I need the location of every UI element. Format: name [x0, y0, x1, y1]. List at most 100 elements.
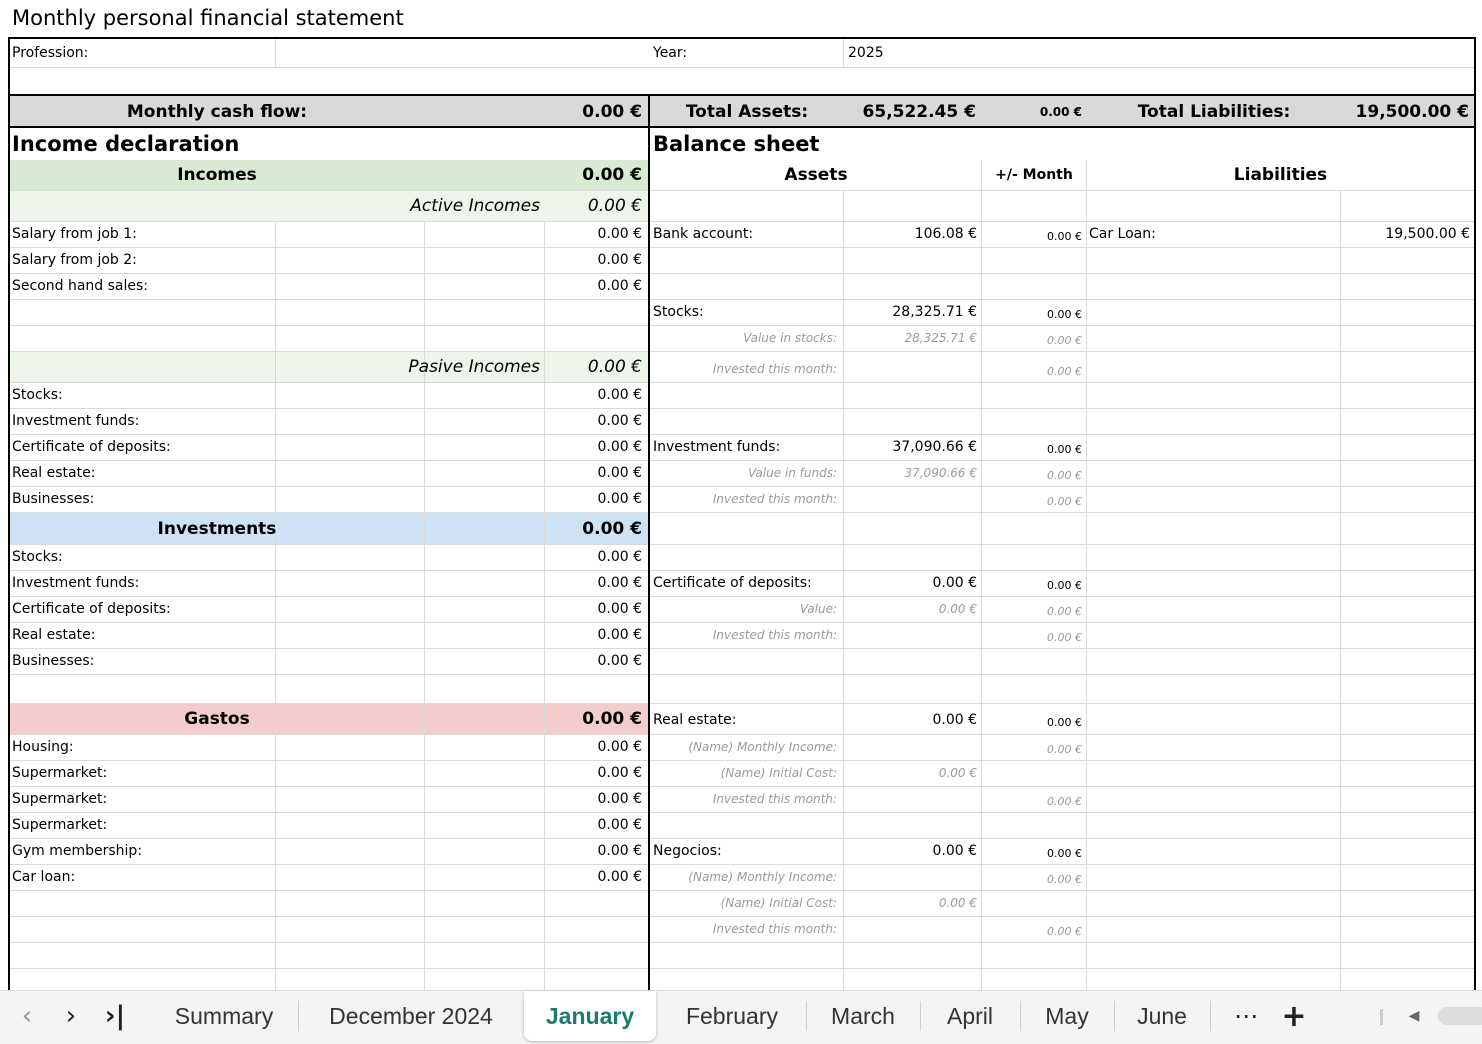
gridline	[9, 570, 648, 571]
gridline	[9, 674, 648, 675]
sheet-tab[interactable]: Summary	[174, 1002, 274, 1029]
tab-separator	[1020, 1001, 1021, 1031]
border-right	[1474, 37, 1476, 990]
investment-value[interactable]: 0.00 €	[597, 653, 642, 669]
monthly-cash-flow-label: Monthly cash flow:	[126, 101, 308, 122]
gridline	[9, 486, 648, 487]
gridline	[650, 622, 1476, 623]
gastos-item-label: Supermarket:	[12, 791, 108, 807]
active-incomes-total: 0.00 €	[587, 196, 642, 216]
gridline	[650, 325, 1476, 326]
investment-value[interactable]: 0.00 €	[597, 627, 642, 643]
investment-label: Businesses:	[12, 653, 95, 669]
scroll-left-icon[interactable]: ◀	[1408, 1008, 1420, 1024]
funds-asset-label: Investment funds:	[653, 439, 781, 455]
real_estate-asset-label: Real estate:	[653, 712, 737, 728]
gastos-item-value[interactable]: 0.00 €	[597, 843, 642, 859]
incomes-header-fill	[9, 160, 648, 190]
stocks-sub2-change: 0.00 €	[1047, 364, 1082, 378]
gastos-item-value[interactable]: 0.00 €	[597, 739, 642, 755]
add-sheet-icon[interactable]: +	[1281, 998, 1307, 1034]
investments-header-total: 0.00 €	[582, 518, 642, 539]
stocks-asset-value[interactable]: 28,325.71 €	[892, 304, 977, 320]
passive-income-label: Investment funds:	[12, 413, 140, 429]
funds-asset-value[interactable]: 37,090.66 €	[892, 439, 977, 455]
gastos-item-value[interactable]: 0.00 €	[597, 765, 642, 781]
total-assets-change: 0.00 €	[1039, 104, 1082, 119]
gastos-item-value[interactable]: 0.00 €	[597, 791, 642, 807]
gridline	[9, 221, 648, 222]
investment-label: Investment funds:	[12, 575, 140, 591]
negocios-sub-value: 0.00 €	[938, 896, 977, 910]
more-tabs-icon[interactable]: ⋯	[1234, 1002, 1258, 1030]
negocios-asset-value[interactable]: 0.00 €	[932, 843, 977, 859]
spreadsheet-grid: Monthly personal financial statement Prof…	[8, 6, 1476, 990]
gastos-header-total: 0.00 €	[582, 709, 642, 729]
investment-value[interactable]: 0.00 €	[597, 549, 642, 565]
sheet-tab[interactable]: April	[946, 1002, 993, 1029]
profession-input[interactable]	[276, 39, 648, 67]
gastos-item-value[interactable]: 0.00 €	[597, 817, 642, 833]
car-loan-value[interactable]: 19,500.00 €	[1385, 226, 1470, 242]
liabilities-header: Liabilities	[1233, 165, 1328, 185]
gridline	[981, 160, 982, 190]
negocios-sub-label: (Name) Monthly Income:	[688, 870, 837, 884]
cds-asset-label: Certificate of deposits:	[653, 575, 812, 591]
year-label: Year:	[653, 45, 688, 61]
tab-separator	[920, 1001, 921, 1031]
gridline	[650, 864, 1476, 865]
active-income-label: Salary from job 1:	[12, 226, 137, 242]
car-loan-label: Car Loan:	[1089, 226, 1156, 242]
passive-income-value[interactable]: 0.00 €	[597, 413, 642, 429]
sheet-tab[interactable]: February	[685, 1002, 779, 1029]
gridline	[650, 486, 1476, 487]
total-assets-label: Total Assets:	[685, 101, 809, 122]
bank-asset-value[interactable]: 106.08 €	[914, 226, 977, 242]
active-income-value[interactable]: 0.00 €	[597, 278, 642, 294]
sheet-tab[interactable]: December 2024	[329, 1002, 493, 1029]
gridline	[9, 512, 648, 513]
total-liabilities-label: Total Liabilities:	[1137, 101, 1291, 122]
sheet-tab[interactable]: June	[1137, 1002, 1187, 1029]
active-income-value[interactable]: 0.00 €	[597, 226, 642, 242]
passive-income-value[interactable]: 0.00 €	[597, 387, 642, 403]
last-sheet-arrow-icon[interactable]: ›|	[104, 1001, 126, 1031]
real_estate-asset-value[interactable]: 0.00 €	[932, 712, 977, 728]
sheet-tab[interactable]: May	[1045, 1002, 1089, 1029]
passive-income-value[interactable]: 0.00 €	[597, 465, 642, 481]
prev-sheet-arrow-icon[interactable]: ‹	[21, 1001, 33, 1031]
gridline	[650, 221, 1476, 222]
real_estate-sub-change: 0.00 €	[1047, 742, 1082, 756]
gridline	[1340, 190, 1341, 990]
sheet-tab[interactable]: January	[524, 991, 656, 1041]
gridline	[650, 190, 1476, 191]
next-sheet-arrow-icon[interactable]: ›	[65, 1001, 77, 1031]
horizontal-scrollbar[interactable]	[1438, 1007, 1482, 1025]
gridline	[650, 812, 1476, 813]
gridline	[9, 890, 648, 891]
funds-sub-change: 0.00 €	[1047, 468, 1082, 482]
gridline	[9, 325, 648, 326]
passive-incomes-label: Pasive Incomes	[408, 357, 540, 377]
negocios-sub-change: 0.00 €	[1047, 924, 1082, 938]
gridline	[9, 838, 648, 839]
cds-asset-value[interactable]: 0.00 €	[932, 575, 977, 591]
real_estate-sub-label: Invested this month:	[712, 792, 837, 806]
gridline	[9, 299, 648, 300]
passive-income-value[interactable]: 0.00 €	[597, 491, 642, 507]
gastos-item-value[interactable]: 0.00 €	[597, 869, 642, 885]
stocks-sub-value: 28,325.71 €	[904, 331, 977, 345]
year-input[interactable]: 2025	[848, 45, 884, 61]
cds-sub-change: 0.00 €	[1047, 630, 1082, 644]
active-income-label: Second hand sales:	[12, 278, 149, 294]
tab-separator	[298, 1001, 299, 1031]
investment-value[interactable]: 0.00 €	[597, 601, 642, 617]
negocios-sub-label: Invested this month:	[712, 922, 837, 936]
active-income-value[interactable]: 0.00 €	[597, 252, 642, 268]
sheet-tab[interactable]: March	[831, 1002, 895, 1029]
gridline	[9, 942, 648, 943]
investment-value[interactable]: 0.00 €	[597, 575, 642, 591]
month-change-header: +/- Month	[995, 167, 1073, 183]
funds-sub-value: 37,090.66 €	[904, 466, 977, 480]
passive-income-value[interactable]: 0.00 €	[597, 439, 642, 455]
